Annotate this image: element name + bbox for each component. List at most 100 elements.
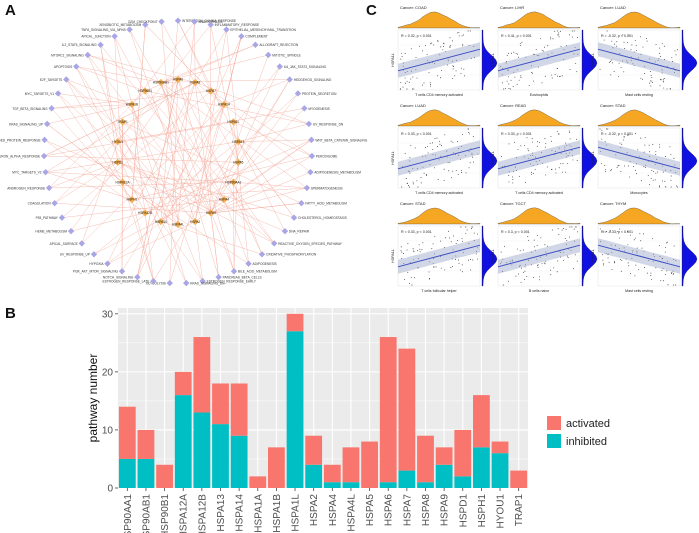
- pathway-label: MYC_TARGETS_V2: [12, 171, 42, 175]
- pathway-node: [150, 277, 157, 285]
- scatter-point: [413, 88, 415, 90]
- scatter-point: [618, 62, 620, 64]
- scatter-point: [653, 170, 655, 172]
- side-density: [581, 127, 598, 189]
- scatter-point: [455, 243, 457, 244]
- gene-label: HSPA14: [155, 220, 167, 224]
- network-edge: [210, 54, 269, 214]
- scatter-point: [406, 249, 408, 251]
- x-tick-label: HSPA13: [216, 494, 227, 532]
- scatter-point: [412, 183, 414, 185]
- scatter-point: [433, 266, 435, 268]
- scatter-point: [628, 265, 630, 267]
- scatter-point: [621, 60, 623, 62]
- scatter-point: [629, 176, 631, 178]
- top-density: [597, 11, 681, 29]
- scatter-point: [673, 284, 675, 286]
- scatter-point: [520, 45, 522, 46]
- scatter-point: [433, 258, 435, 260]
- scatter-point: [531, 264, 533, 266]
- scatter-point: [544, 263, 546, 265]
- scatter-point: [650, 80, 652, 82]
- scatter-point: [520, 77, 522, 78]
- scatter-point: [437, 146, 438, 147]
- scatter-point: [516, 69, 518, 71]
- scatter-point: [663, 87, 665, 89]
- network-edge: [223, 36, 242, 105]
- network-edge: [226, 29, 239, 142]
- network-edge: [177, 20, 212, 92]
- scatter-points: [599, 228, 677, 286]
- scatter-point: [422, 50, 424, 52]
- scatter-point: [407, 271, 409, 273]
- scatter-point: [573, 268, 575, 270]
- scatter-point: [613, 261, 615, 263]
- scatter-point: [659, 52, 661, 54]
- scatter-point: [521, 267, 522, 269]
- scatter-point: [501, 82, 503, 84]
- scatter-y-label: HSPA1L: [491, 249, 495, 263]
- gene-node: [157, 217, 165, 226]
- scatter-point: [524, 278, 526, 280]
- scatter-point: [525, 56, 527, 58]
- correlation-stat: R = -0.32, p < 0.001: [601, 132, 633, 136]
- scatter-point: [547, 245, 548, 247]
- scatter-point: [538, 160, 540, 162]
- scatter-point: [468, 167, 470, 169]
- scatter-point: [640, 240, 642, 242]
- pathway-label: WNT_BETA_CATENIN_SIGNALING: [315, 138, 367, 142]
- scatter-point: [628, 165, 629, 167]
- network-edges: [43, 20, 313, 284]
- scatter-point: [515, 169, 517, 171]
- scatter-point: [663, 58, 665, 60]
- scatter-point: [601, 129, 603, 131]
- scatter-point: [462, 45, 464, 47]
- scatter-point: [452, 68, 454, 70]
- scatter-point: [458, 32, 460, 33]
- network-edge: [131, 24, 146, 200]
- scatter-point: [662, 268, 664, 270]
- scatter-point: [558, 133, 560, 134]
- scatter-point: [619, 228, 621, 230]
- scatter-point: [660, 280, 662, 282]
- scatter-point: [623, 71, 625, 73]
- network-edge: [160, 82, 275, 244]
- scatter-point: [442, 49, 444, 51]
- gene-node: [114, 158, 122, 166]
- scatter-point: [662, 165, 664, 167]
- scatter-point: [531, 72, 533, 74]
- pathway-label: MTORC1_SIGNALING: [51, 53, 84, 57]
- network-edge: [177, 79, 235, 272]
- scatter-point: [643, 151, 645, 153]
- scatter-point: [673, 158, 675, 160]
- scatter-point: [621, 259, 623, 261]
- top-density: [597, 109, 681, 127]
- scatter-y-label: HSPA1L: [591, 53, 595, 67]
- scatter-point: [444, 51, 446, 53]
- scatter-point: [599, 128, 601, 130]
- pathway-node: [308, 152, 316, 160]
- scatter-point: [544, 244, 546, 246]
- pathway-label: IL6_JAK_STAT3_SIGNALING: [284, 65, 327, 69]
- scatter-point: [527, 148, 529, 150]
- scatter-point: [635, 50, 637, 51]
- pathway-node: [43, 120, 51, 128]
- scatter-point: [648, 259, 650, 261]
- scatter-point: [502, 270, 504, 272]
- scatter-point: [426, 54, 428, 56]
- scatter-points: [501, 130, 578, 184]
- scatter-point: [422, 155, 424, 157]
- pathway-node: [298, 199, 305, 207]
- scatter-point: [451, 177, 453, 179]
- scatter-point: [640, 137, 642, 139]
- scatter-point: [556, 271, 558, 273]
- scatter-point: [646, 272, 648, 274]
- scatter-point: [528, 259, 529, 261]
- scatter-point: [461, 172, 463, 173]
- scatter-point: [562, 251, 564, 253]
- scatter-point: [610, 59, 612, 61]
- scatter-point: [471, 154, 473, 155]
- scatter-point: [630, 49, 632, 51]
- scatter-point: [565, 45, 567, 47]
- gene-node: [128, 100, 136, 109]
